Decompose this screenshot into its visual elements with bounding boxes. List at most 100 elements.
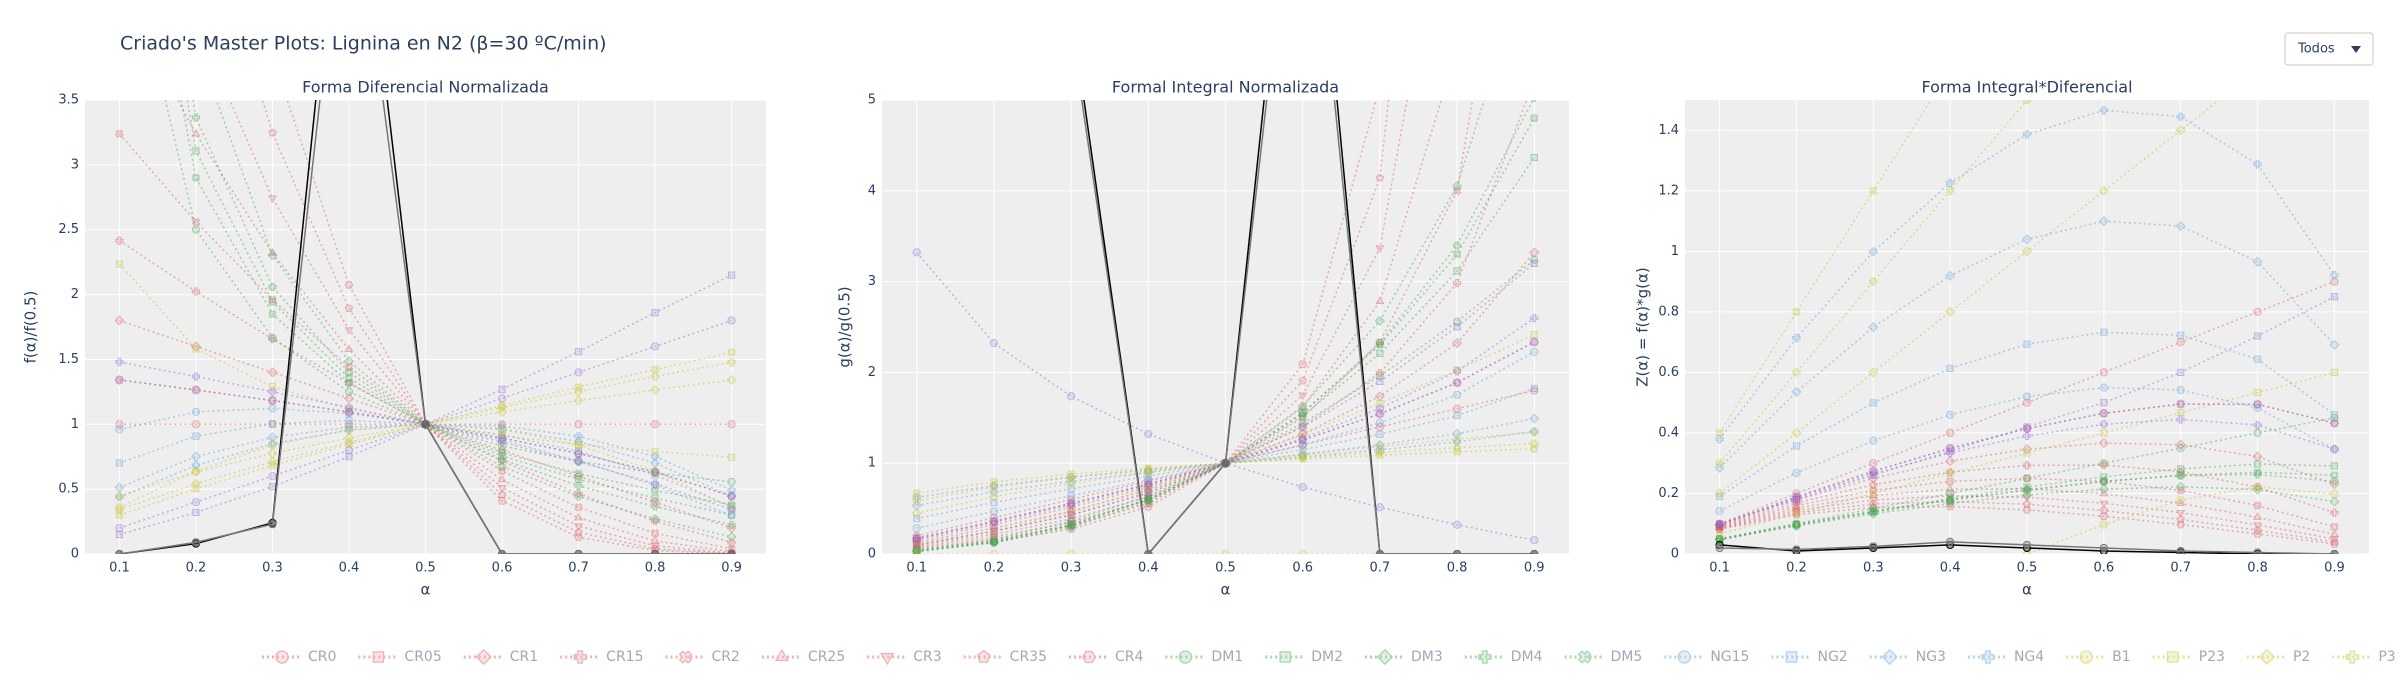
series-line xyxy=(916,341,1535,539)
marker xyxy=(726,490,737,502)
y-tick-label: 2 xyxy=(71,287,79,302)
legend-label: CR25 xyxy=(808,649,845,665)
series-line xyxy=(916,389,1535,537)
dropdown-box[interactable] xyxy=(2284,32,2374,66)
marker xyxy=(989,518,999,527)
marker xyxy=(1715,459,1724,468)
marker xyxy=(2253,428,2262,438)
marker xyxy=(1945,270,1956,281)
marker xyxy=(2021,444,2033,455)
marker xyxy=(1868,466,1879,477)
marker xyxy=(1792,498,1801,507)
dropdown[interactable]: Todos xyxy=(2284,32,2374,66)
marker xyxy=(2099,506,2109,515)
marker xyxy=(2099,500,2109,509)
marker xyxy=(2177,331,2185,339)
marker xyxy=(727,505,736,514)
marker xyxy=(912,489,921,498)
marker xyxy=(1144,495,1153,504)
marker xyxy=(913,542,921,550)
marker xyxy=(989,513,999,522)
panel-title: Forma Diferencial Normalizada xyxy=(302,78,549,97)
marker xyxy=(990,527,998,535)
marker xyxy=(1715,435,1724,444)
dropdown-label[interactable]: Todos xyxy=(2297,42,2335,57)
x-tick-label: 0.2 xyxy=(984,561,1005,576)
marker xyxy=(1946,444,1954,452)
x-tick-label: 0.3 xyxy=(1061,561,1082,576)
series xyxy=(1716,368,2338,538)
y-tick-label: 0.5 xyxy=(58,482,79,497)
marker xyxy=(268,440,277,450)
marker xyxy=(1144,465,1153,475)
series xyxy=(1715,470,2339,545)
y-axis-title: f(α)/f(0.5) xyxy=(22,291,40,364)
marker xyxy=(1144,465,1153,474)
marker xyxy=(1791,507,1801,516)
marker xyxy=(912,547,921,554)
marker xyxy=(1715,506,1724,515)
series-line xyxy=(119,379,732,497)
marker xyxy=(1375,445,1384,454)
marker xyxy=(191,484,201,493)
marker xyxy=(1297,449,1308,460)
x-tick-label: 0.3 xyxy=(1863,561,1884,576)
marker xyxy=(650,468,660,478)
marker xyxy=(498,385,506,393)
marker xyxy=(2329,536,2339,545)
marker xyxy=(2253,420,2262,430)
y-tick-label: 0.6 xyxy=(1658,365,1679,380)
marker xyxy=(650,502,660,511)
x-tick-label: 0.7 xyxy=(2170,561,2191,576)
marker xyxy=(574,523,583,532)
plot-area xyxy=(114,100,737,554)
marker xyxy=(1298,408,1307,417)
series xyxy=(115,348,736,520)
legend-marker xyxy=(372,651,385,663)
marker xyxy=(1144,499,1153,508)
y-axis-title: Z(α) = f(α)*g(α) xyxy=(1634,267,1652,386)
legend-label: DM1 xyxy=(1211,649,1243,665)
marker xyxy=(1529,413,1540,424)
marker xyxy=(1792,501,1801,510)
marker xyxy=(268,382,277,391)
dropdown-arrow[interactable] xyxy=(2351,46,2361,53)
marker xyxy=(2099,477,2108,486)
marker xyxy=(574,447,583,455)
marker xyxy=(989,339,999,348)
marker xyxy=(344,362,354,372)
marker xyxy=(2022,461,2032,470)
marker xyxy=(1714,520,1725,531)
marker xyxy=(1792,495,1800,504)
legend-marker xyxy=(774,648,790,662)
legend-marker xyxy=(2258,648,2276,666)
series xyxy=(1715,415,2339,529)
marker xyxy=(989,477,999,487)
marker xyxy=(115,425,124,434)
marker xyxy=(190,384,201,395)
series xyxy=(215,100,737,542)
series-line xyxy=(119,361,732,511)
marker xyxy=(989,482,999,492)
marker xyxy=(344,440,354,449)
marker xyxy=(727,358,736,367)
marker xyxy=(1869,507,1877,515)
marker xyxy=(651,494,659,502)
y-tick-label: 0.2 xyxy=(1658,486,1679,501)
marker xyxy=(2023,483,2031,491)
marker xyxy=(1375,404,1384,413)
marker xyxy=(2023,425,2031,433)
marker xyxy=(2023,340,2031,348)
marker xyxy=(1375,422,1384,431)
legend-label: CR0 xyxy=(308,649,336,665)
marker xyxy=(1067,511,1075,519)
marker xyxy=(1530,331,1538,339)
marker xyxy=(115,236,124,245)
marker xyxy=(2022,486,2032,495)
marker xyxy=(497,474,507,483)
marker xyxy=(192,432,200,440)
marker xyxy=(989,537,999,547)
marker xyxy=(2021,423,2033,434)
marker xyxy=(728,511,736,519)
